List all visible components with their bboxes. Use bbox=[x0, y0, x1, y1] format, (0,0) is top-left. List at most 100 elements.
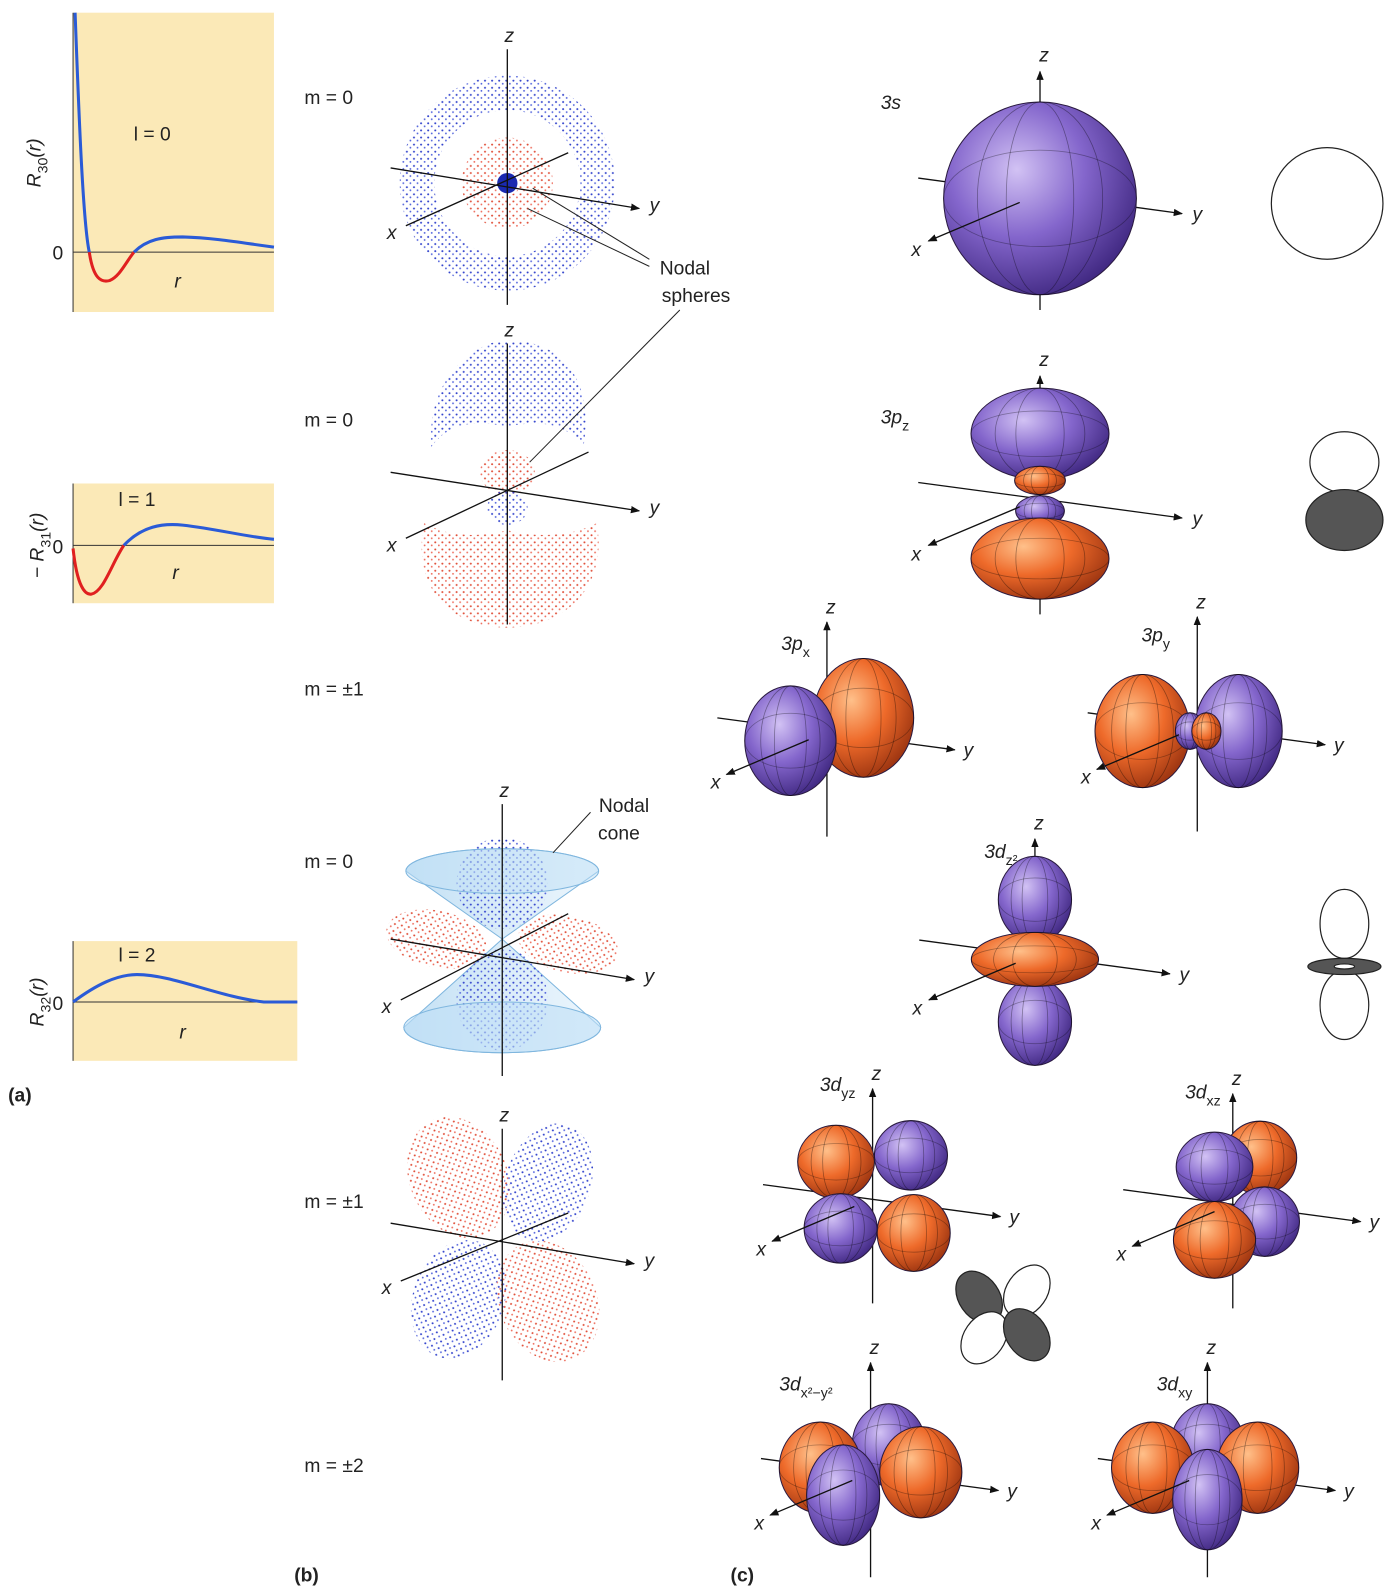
orbital-lobe bbox=[877, 1195, 950, 1272]
lobe-surface bbox=[1173, 1202, 1255, 1279]
y-axis-label-base: − R bbox=[28, 548, 49, 579]
lobe-surface bbox=[798, 1125, 875, 1198]
axis-label: y bbox=[962, 741, 975, 762]
orbital-label: 3dz² bbox=[984, 842, 1018, 869]
orbital-lobe bbox=[944, 102, 1137, 295]
orbital-label-sub: z bbox=[902, 418, 909, 434]
axis-label: x bbox=[381, 1278, 393, 1299]
axis-label: x bbox=[755, 1239, 767, 1260]
zero-tick-label: 0 bbox=[52, 538, 63, 559]
orbital-label: 3px bbox=[781, 634, 810, 661]
orbital-label: 3py bbox=[1141, 626, 1170, 653]
axis-label: x bbox=[381, 997, 393, 1018]
panel-label: (b) bbox=[294, 1565, 319, 1586]
orbital-label: 3dx²−y² bbox=[779, 1375, 833, 1402]
axis-label: z bbox=[1195, 592, 1206, 613]
y-axis-label: R32(r) bbox=[28, 977, 55, 1026]
axis-label: z bbox=[871, 1064, 882, 1085]
orbital-lobe bbox=[971, 518, 1109, 599]
y-axis-label-tail: (r) bbox=[28, 513, 49, 532]
page: R30(r)l = 00r− R31(r)l = 10rR32(r)l = 20… bbox=[0, 0, 1386, 1592]
orbital-label: 3dxy bbox=[1157, 1375, 1194, 1402]
nodal-sketch bbox=[1320, 971, 1369, 1040]
annotation: Nodal bbox=[599, 796, 649, 817]
orbital-label-base: 3d bbox=[779, 1375, 802, 1396]
nodal-sketch bbox=[1320, 889, 1369, 958]
zero-tick-label: 0 bbox=[52, 994, 63, 1015]
lobe-surface bbox=[998, 856, 1071, 943]
lobe-surface bbox=[1176, 1132, 1253, 1201]
annotation: cone bbox=[598, 824, 640, 845]
l-label: l = 0 bbox=[134, 125, 171, 146]
m-label: m = 0 bbox=[304, 852, 353, 873]
axis-label: y bbox=[1332, 736, 1345, 757]
axis-label: y bbox=[1342, 1481, 1355, 1502]
lobe-surface bbox=[1192, 713, 1221, 750]
nodal-sketch bbox=[1306, 490, 1383, 551]
orbital-lobe bbox=[1015, 466, 1066, 494]
orbital-label: 3dxz bbox=[1185, 1082, 1221, 1109]
plot-background bbox=[73, 13, 274, 312]
axis-label: z bbox=[1038, 350, 1049, 371]
orbital-label-sub: x bbox=[803, 645, 810, 661]
orbital-lobe bbox=[1176, 1132, 1253, 1201]
m-label: m = ±2 bbox=[304, 1456, 363, 1477]
axis-label: x bbox=[1116, 1245, 1128, 1266]
orbital-label-base: 3p bbox=[781, 634, 803, 655]
figure: R30(r)l = 00r− R31(r)l = 10rR32(r)l = 20… bbox=[0, 0, 1386, 1592]
axis-label: z bbox=[1033, 814, 1044, 835]
y-axis-label-tail: (r) bbox=[25, 138, 46, 157]
axis-label: x bbox=[386, 223, 398, 244]
orbital-label-base: 3d bbox=[1157, 1375, 1180, 1396]
orbital-lobe bbox=[1173, 1449, 1242, 1549]
orbital-label-base: 3d bbox=[1185, 1082, 1208, 1103]
axis-label: z bbox=[1231, 1069, 1242, 1090]
lobe-surface bbox=[874, 1121, 947, 1190]
axis-label: z bbox=[1038, 45, 1049, 66]
axis-label: y bbox=[1178, 965, 1191, 986]
m-label: m = ±1 bbox=[304, 680, 363, 701]
y-axis-label-base: R bbox=[25, 173, 46, 187]
orbital-label-base: 3d bbox=[820, 1075, 843, 1096]
axis-label: y bbox=[1368, 1213, 1381, 1234]
lobe-surface bbox=[804, 1194, 877, 1263]
axis-label: z bbox=[504, 26, 515, 47]
lobe-surface bbox=[745, 686, 836, 796]
orbital-lobe bbox=[998, 979, 1071, 1066]
lobe-surface bbox=[971, 932, 1098, 986]
orbital-label: 3pz bbox=[881, 408, 910, 435]
orbital-lobe bbox=[798, 1125, 875, 1198]
orbital-label-base: 3p bbox=[1141, 626, 1163, 647]
orbital-lobe bbox=[880, 1427, 962, 1518]
axis-label: z bbox=[869, 1338, 880, 1359]
axis-label: x bbox=[910, 240, 922, 261]
probability-cloud bbox=[487, 1111, 609, 1255]
orbital-label: 3s bbox=[881, 93, 902, 114]
m-label: m = 0 bbox=[304, 88, 353, 109]
axis-label: y bbox=[1190, 509, 1203, 530]
axis-label: y bbox=[643, 967, 656, 988]
panel-label: (c) bbox=[731, 1565, 755, 1586]
y-axis bbox=[763, 1185, 1000, 1217]
y-axis-label: R30(r) bbox=[25, 138, 52, 187]
orbital-label-sub: xy bbox=[1178, 1385, 1193, 1401]
axis-label: z bbox=[498, 1106, 509, 1127]
probability-cloud bbox=[477, 1224, 618, 1379]
axis-label: y bbox=[648, 196, 661, 217]
axis-label: x bbox=[910, 545, 922, 566]
orbital-label: 3dyz bbox=[820, 1075, 856, 1102]
axis-label: x bbox=[1090, 1513, 1102, 1534]
nodal-sketch bbox=[1271, 148, 1383, 260]
orbital-label-sub: yz bbox=[841, 1086, 855, 1102]
axis-label: z bbox=[825, 597, 836, 618]
orbital-lobe bbox=[874, 1121, 947, 1190]
axis-label: y bbox=[1190, 205, 1203, 226]
axis-label: y bbox=[648, 498, 661, 519]
m-label: m = ±1 bbox=[304, 1192, 363, 1213]
orbital-label-base: 3p bbox=[881, 408, 903, 429]
axis-label: x bbox=[753, 1513, 765, 1534]
lobe-surface bbox=[971, 518, 1109, 599]
axis-label: x bbox=[710, 773, 722, 794]
panel-label: (a) bbox=[8, 1085, 32, 1106]
orbital-lobe bbox=[745, 686, 836, 796]
